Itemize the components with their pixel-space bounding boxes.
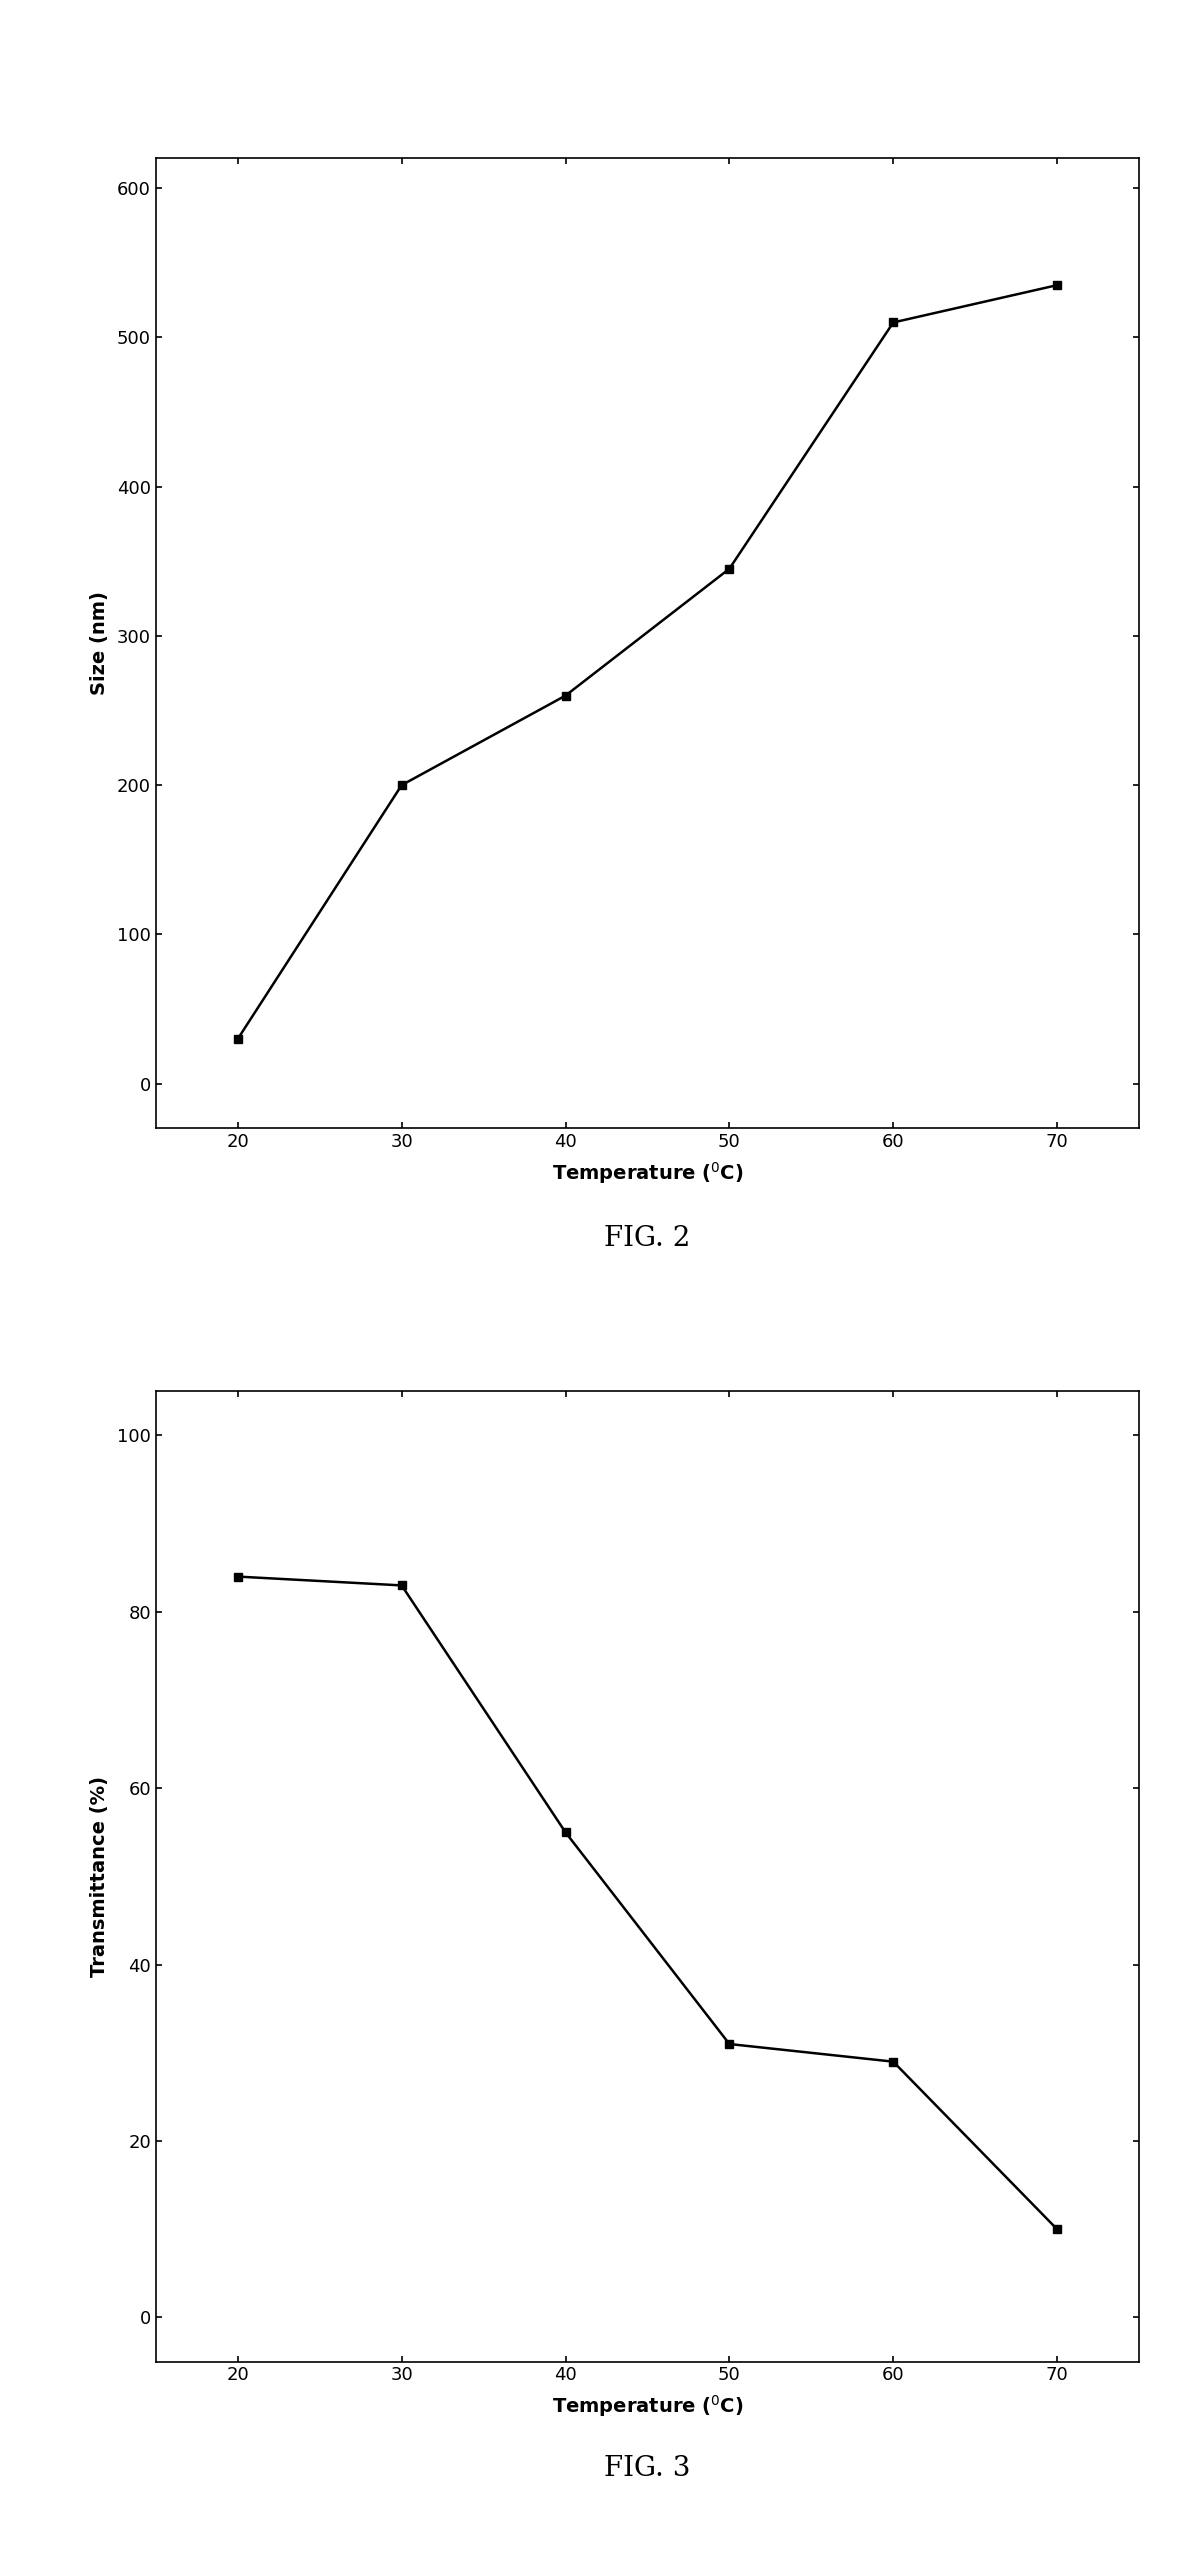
Y-axis label: Size (nm): Size (nm) xyxy=(90,592,109,694)
X-axis label: Temperature ($^0$C): Temperature ($^0$C) xyxy=(552,1159,743,1185)
Y-axis label: Transmittance (%): Transmittance (%) xyxy=(90,1777,109,1976)
Text: FIG. 3: FIG. 3 xyxy=(604,2456,691,2482)
X-axis label: Temperature ($^0$C): Temperature ($^0$C) xyxy=(552,2392,743,2418)
Text: FIG. 2: FIG. 2 xyxy=(604,1225,691,1251)
